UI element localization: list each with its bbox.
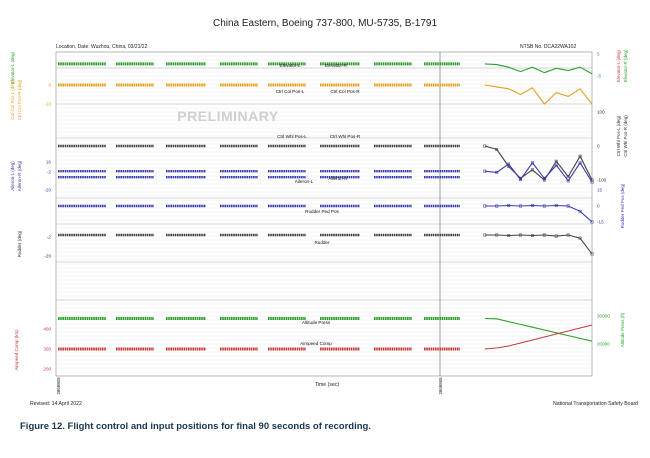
tick-label: 400 (43, 327, 51, 332)
aileron-tail (484, 161, 593, 183)
axis-label-wheel-l: Ctrl Whl Pos-L (deg) (616, 115, 621, 156)
elevator-tail (484, 63, 593, 75)
aileron-marker (530, 161, 534, 165)
axis-label-aileron-right: Aileron-R (deg) (17, 160, 22, 191)
tick-label: -20 (44, 254, 51, 259)
axis-label-elevator-l-right: Elevator-L (deg) (616, 49, 621, 82)
x-tick-label: 2868865 (438, 377, 443, 395)
tick-label: 20000 (597, 342, 610, 347)
aileron-marker (554, 163, 558, 167)
axis-label-column-left: Ctrl Col Pos-L (deg) (10, 80, 15, 120)
axis-label-rudder-pedal: Rudder Ped Pos (deg) (620, 183, 625, 228)
axis-label-airspeed: Airspeed Comp (kts) (14, 329, 19, 371)
x-axis-title: Time (sec) (315, 382, 340, 388)
aileron-marker (519, 178, 522, 182)
series-label: Ctrl Col Pos-L (276, 89, 305, 94)
aileron-marker (542, 176, 546, 180)
x-tick-label: 2868805 (56, 377, 61, 395)
aileron-marker (507, 162, 511, 166)
aileron-marker (578, 161, 582, 165)
tick-label: -20 (44, 188, 51, 193)
rudder-pedal-tail (484, 204, 593, 223)
altitude-tail (484, 317, 593, 342)
location-date: Location, Date: Wuzhou, China, 03/21/22 (56, 44, 148, 50)
chart-traces (58, 62, 594, 351)
series-label: Elevator-L (280, 63, 301, 68)
axis-label-altitude: Altitude Press (ft) (620, 312, 625, 347)
wheel-marker (566, 175, 570, 179)
series-label: Elevator-R (325, 63, 347, 68)
tick-label: -100 (597, 178, 607, 183)
axis-label-column-right: Ctrl Col Pos-R (deg) (17, 79, 22, 120)
rudder-pedal-marker (590, 220, 594, 224)
tick-label: 5 (597, 52, 600, 57)
wheel-tail (484, 145, 593, 181)
aileron-marker (590, 180, 594, 184)
figure-caption: Figure 12. Flight control and input posi… (20, 421, 371, 432)
series-label: Airspeed Comp (300, 341, 332, 346)
tick-label: 300 (43, 347, 51, 352)
series-label: Altitude Press (302, 320, 331, 325)
axis-label-rudder: Rudder (deg) (17, 230, 22, 257)
ntsb-number: NTSB No. DCA22WA102 (520, 44, 577, 50)
tick-label: 0 (48, 83, 51, 88)
series-label: Ctrl Whl Pos-R (330, 134, 361, 139)
board-name: National Transportation Safety Board (553, 401, 639, 407)
axis-label-elevator-left: Elevator-L (deg) (10, 51, 15, 84)
tick-label: 16 (46, 160, 52, 165)
series-label: Rudder (314, 240, 330, 245)
series-label: Aileron-R (328, 176, 348, 181)
rudder-tail (484, 234, 593, 255)
series-label: Aileron-L (295, 179, 314, 184)
column-tail (484, 84, 593, 105)
axis-label-wheel-r: Ctrl Whl Pos-R (deg) (623, 115, 628, 157)
tick-label: -2 (47, 170, 52, 175)
revised-date: Revised: 14 April 2022 (30, 401, 82, 407)
tick-label: 0 (597, 204, 600, 209)
tick-label: 0 (597, 144, 600, 149)
airspeed-tail (484, 324, 593, 350)
axis-label-aileron-left: Aileron-L (deg) (10, 161, 15, 191)
rudder-marker (590, 252, 594, 256)
series-label: Ctrl Whl Pos-L (277, 134, 307, 139)
tick-label: -10 (44, 102, 51, 107)
tick-label: -5 (597, 74, 602, 79)
tick-label: 100 (597, 110, 605, 115)
axis-label-elevator-r-right: Elevator-R (deg) (623, 49, 628, 83)
tick-label: 30000 (597, 314, 610, 319)
chart-title: China Eastern, Boeing 737-800, MU-5735, … (212, 18, 438, 29)
plot-frame (55, 51, 593, 377)
series-label: Rudder Ped Pos (305, 209, 339, 214)
tick-label: -2 (47, 235, 52, 240)
tick-label: 200 (43, 367, 51, 372)
tick-label: -15 (597, 220, 604, 225)
watermark: PRELIMINARY (177, 108, 279, 124)
wheel-marker (554, 159, 558, 163)
chart-grid (55, 51, 593, 377)
series-label: Ctrl Col Pos-R (330, 89, 360, 94)
chart-labels: PRELIMINARY Elevator-L Elevator-R Ctrl Col … (10, 49, 628, 395)
tick-label: 15 (597, 188, 603, 193)
wheel-marker (530, 168, 534, 172)
aileron-marker (566, 179, 570, 183)
